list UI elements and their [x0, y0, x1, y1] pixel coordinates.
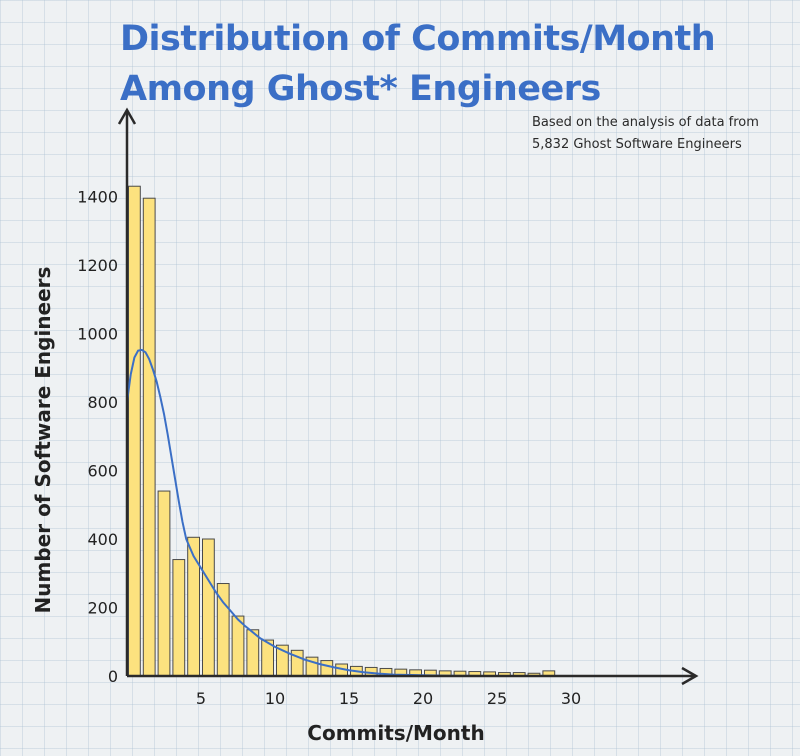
x-tick-label: 25: [487, 689, 507, 708]
source-note-line-1: Based on the analysis of data from: [532, 115, 759, 130]
histogram-bar: [142, 197, 156, 677]
histogram-bar: [231, 615, 245, 677]
y-tick-label: 1000: [77, 325, 118, 344]
curve-group: [126, 348, 557, 677]
y-tick-label: 400: [87, 530, 118, 549]
histogram-bar: [202, 538, 215, 677]
y-tick-label: 1200: [77, 256, 118, 275]
histogram-bar: [172, 559, 186, 677]
y-tick-label: 1400: [77, 188, 118, 207]
x-tick-label: 10: [265, 689, 285, 708]
x-axis-arrowhead: [681, 666, 699, 686]
y-axis-arrowhead: [117, 107, 137, 125]
x-tick-label: 20: [413, 689, 433, 708]
histogram-bar: [187, 536, 200, 677]
x-axis-label: Commits/Month: [307, 721, 484, 745]
bars-group: [128, 185, 556, 677]
histogram-bar: [157, 490, 171, 677]
chart-title: Distribution of Commits/Month Among Ghos…: [120, 19, 716, 109]
y-tick-label: 200: [87, 599, 118, 618]
source-note: Based on the analysis of data from 5,832…: [532, 112, 792, 156]
axes-group: [117, 107, 699, 686]
x-ticks-group: 5 10 15 20 25 30: [196, 689, 581, 708]
histogram-bar: [128, 185, 141, 677]
x-tick-label: 5: [196, 689, 206, 708]
y-ticks-group: 0 200 400 600 800 1000 1200 1400: [77, 188, 118, 687]
y-axis-label: Number of Software Engineers: [31, 267, 55, 614]
y-tick-label: 800: [87, 393, 118, 412]
fitted-curve: [126, 348, 557, 677]
y-tick-label: 600: [87, 462, 118, 481]
y-tick-label: 0: [108, 667, 118, 686]
source-note-line-2: 5,832 Ghost Software Engineers: [532, 137, 742, 152]
x-tick-label: 30: [561, 689, 581, 708]
x-tick-label: 15: [339, 689, 359, 708]
histogram-bar: [320, 660, 334, 677]
